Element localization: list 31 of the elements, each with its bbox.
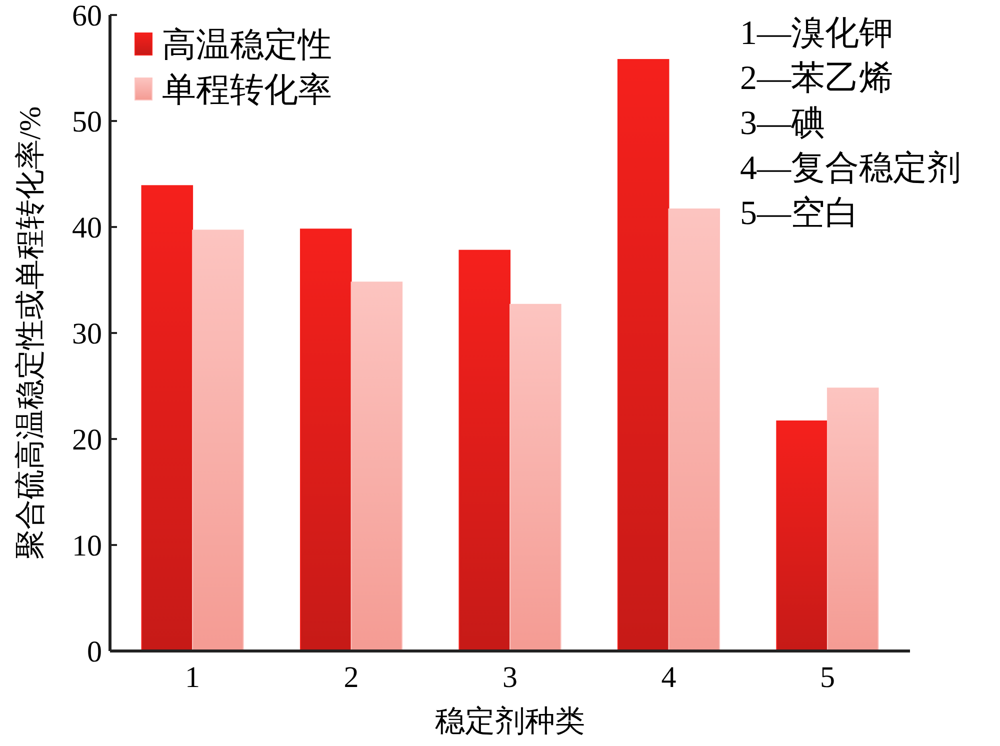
- annotation: 4—复合稳定剂: [740, 150, 961, 187]
- y-tick-label: 60: [72, 0, 102, 32]
- y-tick-label: 0: [87, 636, 102, 668]
- y-axis-title: 聚合硫高温稳定性或单程转化率/%: [14, 106, 47, 560]
- x-axis-title: 稳定剂种类: [435, 705, 585, 738]
- bar: [192, 230, 244, 652]
- bar: [617, 59, 670, 652]
- bar: [510, 304, 562, 652]
- legend-label: 单程转化率: [162, 72, 332, 109]
- legend-label: 高温稳定性: [162, 26, 332, 64]
- x-tick-label: 3: [502, 661, 518, 694]
- x-tick-label: 1: [185, 661, 200, 694]
- y-tick-label: 30: [72, 318, 102, 350]
- y-tick-label: 50: [72, 106, 102, 138]
- x-tick-label: 4: [661, 661, 676, 694]
- annotation: 1—溴化钾: [740, 14, 893, 52]
- bar: [776, 420, 828, 652]
- y-tick-label: 10: [72, 530, 102, 562]
- annotation: 3—碘: [740, 104, 825, 142]
- y-tick-label: 20: [72, 424, 102, 456]
- bar: [668, 208, 720, 652]
- annotation: 2—苯乙烯: [740, 60, 893, 97]
- annotation: 5—空白: [740, 194, 859, 232]
- bar: [300, 228, 352, 652]
- bar: [141, 185, 194, 652]
- y-tick-label: 40: [72, 212, 102, 244]
- bar: [826, 388, 879, 652]
- bar: [458, 250, 510, 652]
- x-tick-label: 5: [820, 661, 835, 694]
- bar: [350, 282, 403, 652]
- x-tick-label: 2: [344, 661, 359, 694]
